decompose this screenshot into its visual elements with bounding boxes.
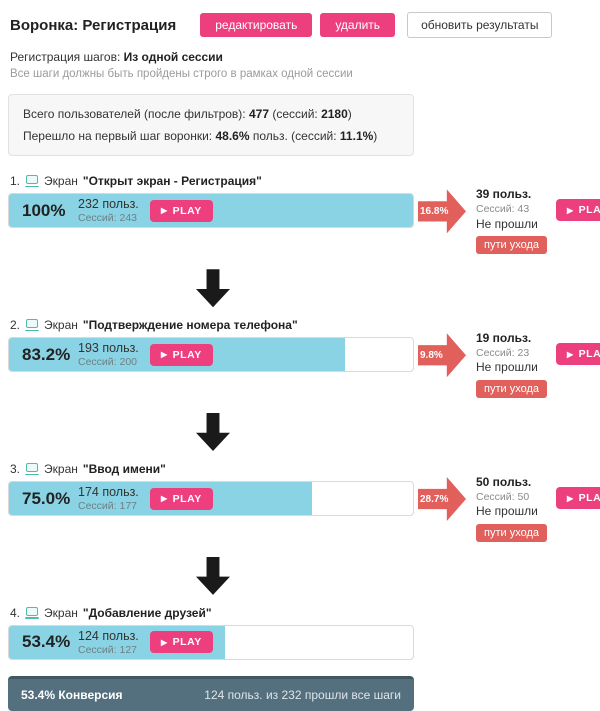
page-title: Воронка: Регистрация [10, 16, 177, 34]
dropoff-not-passed: Не прошли [476, 360, 538, 375]
step-name: "Открыт экран - Регистрация" [82, 174, 262, 189]
dropoff-percent: 16.8% [420, 205, 449, 217]
mode-value: Из одной сессии [123, 50, 223, 64]
next-step-arrow-icon [196, 269, 230, 308]
dropoff-play-button[interactable]: ▶ PLAY [556, 343, 600, 366]
step-users: 232 польз. [78, 197, 139, 212]
step-percent: 75.0% [22, 488, 71, 508]
step-label: 4. Экран "Добавление друзей" [10, 606, 592, 620]
step-percent: 83.2% [22, 344, 71, 364]
funnel-step-2: 2. Экран "Подтверждение номера телефона"… [8, 318, 600, 399]
step-index: 1. [10, 174, 21, 189]
funnel-bar: 75.0% 174 польз. Сессий: 177 ▶ PLAY [8, 481, 414, 517]
dropoff-panel: 9.8% 19 польз. Сессий: 23 Не прошли пути… [418, 331, 600, 399]
step-name: "Добавление друзей" [82, 605, 212, 620]
exit-paths-button[interactable]: пути ухода [476, 236, 547, 255]
step-index: 4. [10, 605, 21, 620]
dropoff-sessions: Сессий: 23 [476, 346, 530, 359]
summary-line-total: Всего пользователей (после фильтров): 47… [23, 107, 352, 121]
screen-icon [25, 606, 40, 619]
play-button[interactable]: ▶ PLAY [150, 487, 213, 510]
step-registration-mode: Регистрация шагов: Из одной сессии [10, 50, 592, 64]
next-step-arrow-icon [196, 413, 230, 452]
step-sessions: Сессий: 243 [78, 212, 138, 225]
funnel-step-4: 4. Экран "Добавление друзей" 53.4% 124 п… [8, 606, 592, 660]
conversion-value: 53.4% Конверсия [21, 687, 123, 702]
delete-button[interactable]: удалить [320, 13, 396, 37]
step-type: Экран [44, 174, 78, 189]
step-sessions: Сессий: 127 [78, 643, 138, 656]
conversion-detail: 124 польз. из 232 прошли все шаги [204, 687, 401, 702]
dropoff-panel: 16.8% 39 польз. Сессий: 43 Не прошли пут… [418, 187, 600, 255]
step-label: 2. Экран "Подтверждение номера телефона" [10, 318, 592, 332]
dropoff-panel: 28.7% 50 польз. Сессий: 50 Не прошли пут… [418, 475, 600, 542]
screen-icon [25, 319, 40, 332]
dropoff-not-passed: Не прошли [476, 504, 538, 519]
exit-paths-button[interactable]: пути ухода [476, 380, 547, 399]
screen-icon [25, 463, 40, 476]
mode-label: Регистрация шагов: [10, 50, 124, 64]
step-index: 2. [10, 318, 21, 333]
dropoff-sessions: Сессий: 50 [476, 490, 530, 503]
play-icon: ▶ [567, 205, 574, 215]
play-icon: ▶ [161, 637, 168, 647]
summary-line-first-step: Перешло на первый шаг воронки: 48.6% пол… [23, 129, 378, 144]
dropoff-arrow-icon: 28.7% [418, 477, 466, 522]
summary-box: Всего пользователей (после фильтров): 47… [8, 94, 414, 157]
refresh-results-button[interactable]: обновить результаты [407, 12, 553, 38]
dropoff-users: 39 польз. [476, 187, 532, 202]
funnel-bar: 100% 232 польз. Сессий: 243 ▶ PLAY [8, 193, 414, 229]
mode-note: Все шаги должны быть пройдены строго в р… [10, 68, 353, 80]
step-sessions: Сессий: 200 [78, 355, 138, 368]
step-users: 124 польз. [78, 628, 139, 643]
play-button[interactable]: ▶ PLAY [150, 199, 213, 222]
step-type: Экран [44, 318, 78, 333]
funnel-step-1: 1. Экран "Открыт экран - Регистрация" 10… [8, 174, 600, 255]
dropoff-play-button[interactable]: ▶ PLAY [556, 487, 600, 510]
play-icon: ▶ [161, 494, 168, 504]
play-icon: ▶ [161, 206, 168, 216]
step-users: 174 польз. [78, 484, 139, 499]
step-label: 3. Экран "Ввод имени" [10, 462, 592, 476]
play-button[interactable]: ▶ PLAY [150, 631, 213, 654]
edit-button[interactable]: редактировать [200, 13, 313, 37]
dropoff-arrow-icon: 16.8% [418, 189, 466, 234]
step-name: "Ввод имени" [82, 462, 166, 477]
funnel-step-3: 3. Экран "Ввод имени" 75.0% 174 польз. С… [8, 462, 600, 542]
step-type: Экран [44, 605, 78, 620]
step-users: 193 польз. [78, 340, 139, 355]
step-sessions: Сессий: 177 [78, 499, 138, 512]
next-step-arrow-icon [196, 556, 230, 595]
dropoff-sessions: Сессий: 43 [476, 202, 530, 215]
step-type: Экран [44, 462, 78, 477]
screen-icon [25, 175, 40, 188]
play-icon: ▶ [567, 349, 574, 359]
funnel-bar: 83.2% 193 польз. Сессий: 200 ▶ PLAY [8, 337, 414, 373]
conversion-summary-bar: 53.4% Конверсия 124 польз. из 232 прошли… [8, 675, 414, 711]
dropoff-not-passed: Не прошли [476, 216, 538, 231]
play-button[interactable]: ▶ PLAY [150, 343, 213, 366]
exit-paths-button[interactable]: пути ухода [476, 523, 547, 542]
page-header: Воронка: Регистрация редактировать удали… [10, 12, 592, 38]
play-icon: ▶ [567, 493, 574, 503]
step-index: 3. [10, 462, 21, 477]
step-label: 1. Экран "Открыт экран - Регистрация" [10, 174, 592, 188]
play-icon: ▶ [161, 350, 168, 360]
step-name: "Подтверждение номера телефона" [82, 318, 298, 333]
dropoff-arrow-icon: 9.8% [418, 333, 466, 378]
dropoff-users: 50 польз. [476, 475, 532, 490]
step-percent: 100% [22, 200, 66, 220]
dropoff-percent: 28.7% [420, 493, 449, 505]
dropoff-percent: 9.8% [420, 349, 443, 361]
dropoff-users: 19 польз. [476, 331, 532, 346]
dropoff-play-button[interactable]: ▶ PLAY [556, 199, 600, 222]
step-percent: 53.4% [22, 632, 71, 652]
funnel-bar: 53.4% 124 польз. Сессий: 127 ▶ PLAY [8, 624, 414, 660]
